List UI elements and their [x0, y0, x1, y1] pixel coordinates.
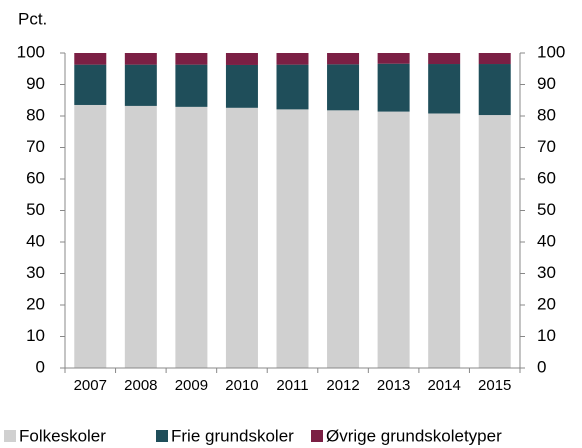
bar-segment [478, 64, 511, 116]
y-tick-label: 30 [26, 263, 45, 282]
bar-segment [276, 64, 309, 110]
legend-swatch [311, 430, 323, 442]
bar-segment [175, 106, 208, 369]
y-axis-title: Pct. [18, 9, 47, 28]
y-tick-label: 50 [26, 200, 45, 219]
bar-segment [478, 115, 511, 369]
bar-segment [124, 64, 157, 106]
y2-tick-label: 50 [537, 200, 556, 219]
bar-segment [225, 107, 258, 368]
legend-swatch [4, 430, 16, 442]
bar-segment [225, 53, 258, 65]
bar-segment [428, 53, 461, 65]
bar-segment [175, 53, 208, 65]
y2-tick-label: 10 [537, 326, 556, 345]
y-tick-label: 20 [26, 294, 45, 313]
y2-tick-label: 70 [537, 137, 556, 156]
bar-segment [377, 53, 410, 64]
y2-tick-label: 60 [537, 168, 556, 187]
x-tick-label: 2012 [326, 377, 359, 394]
bar-segment [74, 64, 107, 105]
bar-segment [377, 111, 410, 368]
x-tick-label: 2014 [427, 377, 460, 394]
y-tick-label: 40 [26, 231, 45, 250]
y2-tick-label: 90 [537, 74, 556, 93]
y-tick-label: 90 [26, 74, 45, 93]
bar-segment [74, 53, 107, 65]
legend-swatch [156, 430, 168, 442]
y-tick-label: 80 [26, 105, 45, 124]
x-tick-label: 2008 [124, 377, 157, 394]
x-tick-label: 2009 [175, 377, 208, 394]
y2-tick-label: 0 [537, 357, 546, 376]
y-tick-label: 70 [26, 137, 45, 156]
y-tick-label: 10 [26, 326, 45, 345]
y-tick-label: 60 [26, 168, 45, 187]
bar-segment [225, 64, 258, 108]
bar-segment [276, 53, 309, 65]
bar-segment [327, 53, 360, 65]
x-tick-label: 2015 [478, 377, 511, 394]
y-tick-label: 100 [17, 42, 45, 61]
y2-tick-label: 80 [537, 105, 556, 124]
y2-tick-label: 40 [537, 231, 556, 250]
bar-segment [377, 63, 410, 112]
y-tick-label: 0 [36, 357, 45, 376]
bar-segment [124, 105, 157, 369]
bar-segment [327, 64, 360, 111]
y2-tick-label: 20 [537, 294, 556, 313]
bar-segment [327, 110, 360, 368]
legend-label: Øvrige grundskoletyper [326, 426, 502, 445]
x-tick-label: 2007 [74, 377, 107, 394]
legend-label: Frie grundskoler [171, 426, 294, 445]
bar-segment [428, 64, 461, 114]
bar-segment [74, 104, 107, 368]
bar-segment [175, 64, 208, 107]
x-tick-label: 2013 [377, 377, 410, 394]
x-tick-label: 2011 [276, 377, 308, 394]
bar-segment [276, 109, 309, 368]
y2-tick-label: 30 [537, 263, 556, 282]
x-tick-label: 2010 [225, 377, 258, 394]
y2-tick-label: 100 [537, 42, 565, 61]
bar-segment [478, 53, 511, 65]
bar-segment [428, 113, 461, 368]
legend-label: Folkeskoler [19, 426, 106, 445]
bar-segment [124, 53, 157, 65]
